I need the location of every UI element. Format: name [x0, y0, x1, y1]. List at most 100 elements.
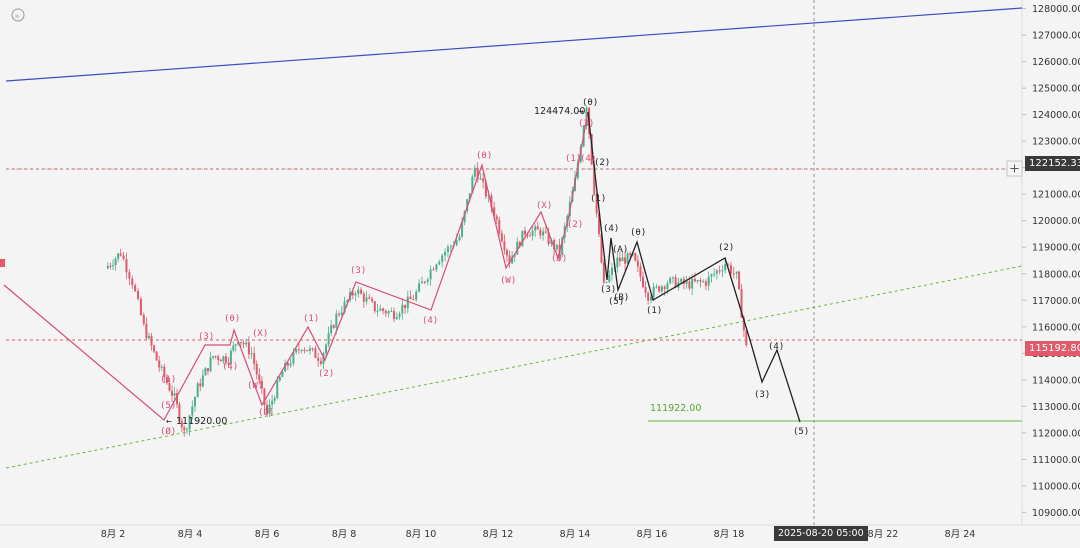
wave-path-black [587, 111, 801, 423]
price-tag-current: 122152.33 [1025, 156, 1080, 172]
candle-body [598, 213, 601, 235]
wave-label: (3) [578, 119, 594, 129]
candle-body [555, 244, 558, 250]
x-tick-label: 8月 14 [560, 529, 591, 540]
x-tick-label: 8月 2 [101, 529, 126, 540]
candle-body [250, 353, 253, 355]
candle-body [114, 258, 117, 266]
candle-body [710, 274, 713, 277]
candle-body [376, 310, 379, 312]
wave-label: (A) [612, 245, 628, 255]
candle-body [134, 285, 137, 292]
candle-body [224, 356, 227, 363]
candle-body [742, 317, 745, 331]
candle-body [666, 283, 669, 290]
upper-channel-line[interactable] [5, 7, 1023, 82]
candle-body [669, 277, 672, 284]
candle-body [155, 351, 158, 361]
candle-body [227, 362, 230, 365]
lower-trend-line[interactable] [5, 265, 1023, 469]
candle-body [128, 272, 131, 279]
candle-body [503, 241, 506, 251]
candle-body [721, 270, 724, 272]
candle-body [284, 362, 287, 372]
candle-body [508, 255, 511, 264]
candle-body [196, 383, 199, 398]
candle-body [688, 281, 691, 289]
wave-label: (5) [160, 401, 176, 411]
wave-label: (W) [247, 381, 263, 391]
candle-body [311, 348, 314, 350]
wave-label: (3) [754, 390, 770, 400]
candle-body [222, 356, 225, 362]
candle-body [183, 427, 186, 431]
candle-body [735, 271, 738, 274]
wave-label: (2) [718, 243, 734, 253]
candle-body [634, 253, 637, 261]
candle-body [724, 264, 727, 271]
candle-body [406, 296, 409, 309]
candle-body [493, 207, 496, 217]
high-price-label: 124474.00 [534, 106, 585, 117]
candle-body [639, 266, 642, 277]
candle-body [289, 363, 292, 366]
candle-body [521, 230, 524, 247]
wave-label: (1) [303, 314, 319, 324]
candle-body [468, 193, 471, 200]
candle-body [373, 301, 376, 312]
candle-body [479, 178, 482, 180]
candle-body [461, 222, 464, 237]
candle-body [539, 229, 542, 236]
candle-body [188, 415, 191, 430]
y-tick-label: 120000.00 [1032, 216, 1080, 227]
candle-body [314, 348, 317, 358]
candle-body [117, 253, 120, 259]
wave-label: (1) [160, 375, 176, 385]
candle-body [137, 291, 140, 299]
y-tick-label: 128000.00 [1032, 4, 1080, 15]
candle-body [553, 240, 556, 250]
y-tick-label: 126000.00 [1032, 57, 1080, 68]
candle-body [109, 265, 112, 267]
candle-body [423, 281, 426, 283]
candle-body [707, 276, 710, 286]
candle-body [629, 253, 632, 256]
candle-body [165, 377, 168, 384]
candle-body [542, 231, 545, 236]
y-tick-label: 124000.00 [1032, 110, 1080, 121]
candle-body [500, 233, 503, 242]
candle-body [605, 281, 608, 283]
candle-body [142, 314, 145, 324]
candle-body [234, 344, 237, 346]
wave-label: (B) [613, 293, 629, 303]
candle-body [610, 267, 613, 275]
candle-body [139, 298, 142, 315]
candle-body [122, 255, 125, 260]
candle-body [699, 280, 702, 282]
candle-body [390, 310, 393, 312]
candle-body [704, 281, 707, 286]
wave-label: (1) [565, 154, 581, 164]
candle-body [526, 234, 529, 236]
candle-body [209, 357, 212, 372]
collapse-icon[interactable]: » [11, 8, 25, 22]
candle-body [295, 349, 298, 353]
candle-body [387, 311, 390, 314]
candle-body [455, 240, 458, 246]
x-tick-label: 8月 8 [332, 529, 357, 540]
add-alert-icon[interactable] [1006, 160, 1023, 177]
candle-body [671, 277, 674, 279]
candle-body [317, 357, 320, 361]
candle-body [595, 193, 598, 214]
y-tick-label: 110000.00 [1032, 481, 1080, 492]
candle-body [278, 376, 281, 381]
candle-body [401, 304, 404, 314]
candle-body [550, 240, 553, 245]
candle-body [194, 397, 197, 407]
y-tick-label: 118000.00 [1032, 269, 1080, 280]
candle-body [435, 264, 438, 270]
candle-body [458, 236, 461, 241]
candle-body [511, 256, 514, 264]
